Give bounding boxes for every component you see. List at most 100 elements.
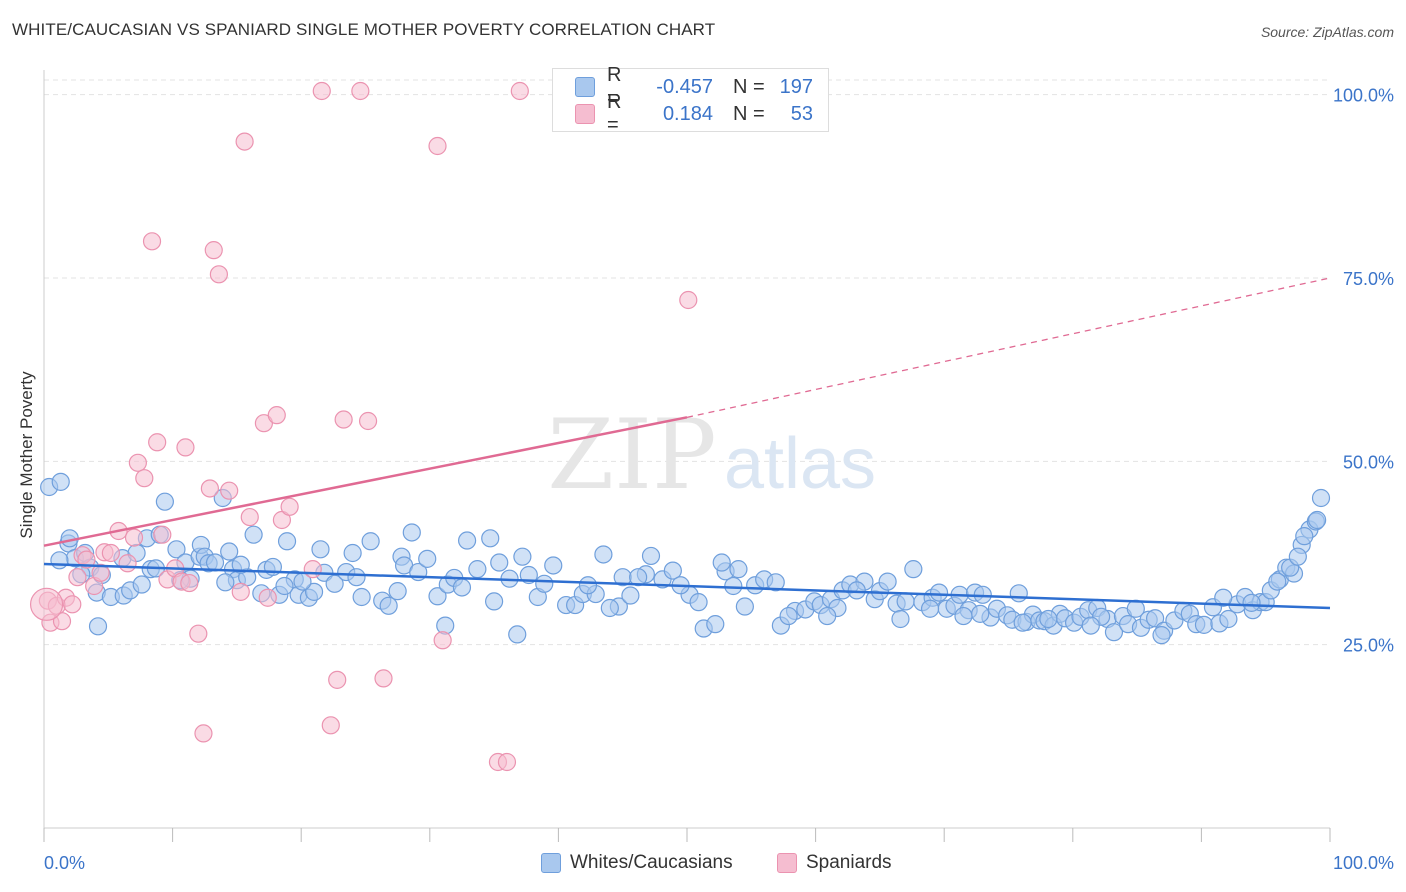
spaniard-point (510, 81, 529, 101)
spaniard-swatch (777, 853, 797, 873)
white-point (1288, 547, 1307, 566)
spaniard-point (153, 525, 172, 544)
spaniard-point (148, 433, 167, 452)
spaniard-point (77, 550, 96, 569)
white-point (379, 596, 398, 615)
white-point (485, 592, 504, 611)
white-point (481, 529, 500, 548)
white-point (689, 593, 708, 612)
white-point (896, 592, 915, 611)
white-point (51, 472, 70, 491)
white-point (920, 599, 940, 618)
spaniard-point (321, 716, 340, 735)
white-point (971, 604, 990, 623)
y-axis-label: Single Mother Poverty (17, 371, 36, 539)
spaniard-point (180, 573, 199, 593)
white-point (1009, 584, 1028, 603)
white-point (929, 583, 949, 602)
white-point (220, 542, 239, 561)
spaniard-point (267, 406, 286, 425)
spaniard-point (200, 479, 219, 498)
y-tick-label: 50.0% (1343, 452, 1394, 472)
spaniard-point (240, 507, 259, 527)
white-point (231, 555, 250, 574)
spaniard-point (118, 554, 137, 573)
legend-item-white[interactable]: Whites/Caucasians (541, 852, 733, 874)
white-point (343, 543, 362, 563)
spaniard-point (303, 560, 322, 579)
white-point (641, 546, 661, 566)
white-point (132, 575, 151, 594)
white-trend-line (43, 562, 1331, 610)
n-value: 53 (790, 102, 813, 125)
trend-layer (43, 277, 1331, 610)
spaniard-point (334, 410, 353, 429)
white-point (347, 568, 366, 587)
legend-row-white: R = -0.457 N = 197 (575, 64, 813, 109)
white-point (1214, 588, 1233, 607)
y-tick-label: 75.0% (1343, 269, 1394, 289)
y-tick-label: 25.0% (1343, 636, 1394, 656)
watermark: ZIP atlas (547, 399, 876, 511)
white-point (457, 531, 477, 550)
white-point (904, 560, 923, 579)
white-point (244, 525, 263, 544)
white-point (600, 598, 619, 618)
legend-item-spaniard[interactable]: Spaniards (777, 852, 892, 874)
spaniard-point (204, 241, 223, 260)
white-point (1104, 623, 1124, 642)
white-point (878, 572, 897, 591)
white-point (766, 573, 785, 592)
white-point (167, 540, 186, 559)
spaniard-point (358, 411, 378, 431)
spaniard-point (176, 438, 195, 457)
spaniard-trend-extension (686, 277, 1331, 418)
source-credit: Source: ZipAtlas.com (1260, 24, 1394, 40)
legend-label-spaniard: Spaniards (806, 852, 892, 873)
white-point (1295, 527, 1314, 546)
white-point (779, 606, 798, 626)
r-label: R = (607, 64, 622, 109)
white-point (452, 578, 472, 597)
white-point (304, 582, 324, 601)
spaniard-swatch (575, 104, 595, 124)
n-label: N = (733, 75, 765, 98)
white-point (155, 492, 174, 511)
white-point (402, 523, 421, 542)
spaniard-point (497, 752, 517, 772)
spaniard-point (220, 481, 239, 500)
white-point (706, 615, 725, 634)
spaniard-point (29, 587, 64, 621)
white-point (629, 568, 648, 587)
spaniard-point (312, 81, 331, 101)
spaniard-point (679, 290, 698, 310)
white-point (418, 549, 437, 568)
white-point (1039, 609, 1058, 629)
spaniard-point (135, 469, 154, 488)
spaniard-point (128, 453, 147, 472)
white-point (1146, 609, 1165, 628)
spaniard-point (91, 563, 110, 582)
spaniard-point (189, 624, 208, 643)
white-point (428, 587, 447, 606)
white-point (729, 560, 748, 579)
white-point (1308, 510, 1327, 530)
chart-title: WHITE/CAUCASIAN VS SPANIARD SINGLE MOTHE… (12, 20, 716, 39)
white-point (1152, 626, 1171, 645)
white-point (352, 587, 371, 607)
legend-label-white: Whites/Caucasians (570, 852, 733, 873)
spaniard-point (351, 81, 370, 101)
r-value: 0.184 (662, 102, 713, 125)
watermark-atlas: atlas (724, 424, 876, 504)
white-point (277, 532, 297, 551)
white-point (275, 576, 294, 596)
spaniard-point (235, 132, 254, 151)
spaniard-point (52, 612, 72, 631)
white-point (216, 573, 235, 592)
n-label: N = (733, 102, 765, 125)
spaniard-point (328, 670, 347, 689)
white-point (325, 574, 344, 593)
x-tick-label: 0.0% (44, 853, 85, 873)
white-point (724, 576, 743, 596)
